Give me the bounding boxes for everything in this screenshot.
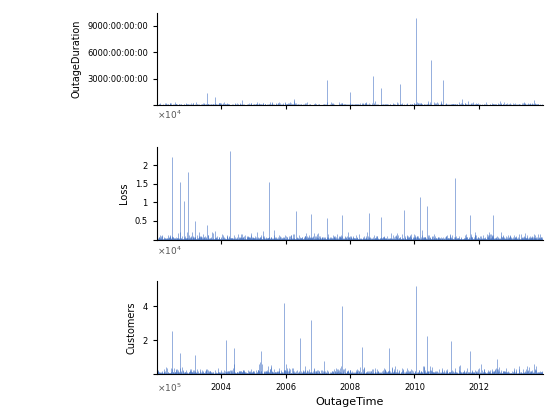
Text: $\times10^5$: $\times10^5$ xyxy=(157,381,181,394)
Text: $\times10^4$: $\times10^4$ xyxy=(157,109,181,121)
Y-axis label: OutageDuration: OutageDuration xyxy=(71,20,81,98)
Text: $\times10^4$: $\times10^4$ xyxy=(157,245,181,257)
Y-axis label: Customers: Customers xyxy=(127,301,137,354)
Y-axis label: Loss: Loss xyxy=(119,182,129,204)
X-axis label: OutageTime: OutageTime xyxy=(316,397,384,407)
